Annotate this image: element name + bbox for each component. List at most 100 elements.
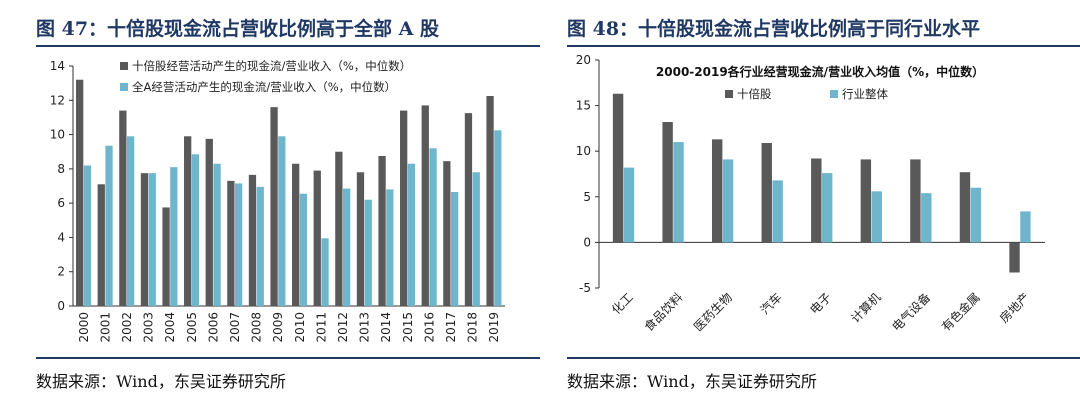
bar-benchmark (364, 199, 372, 306)
bar-tenbagger (400, 110, 408, 306)
y-tick-label: 0 (583, 235, 591, 249)
y-tick-label: 6 (57, 196, 65, 210)
x-tick-label: 汽车 (757, 290, 785, 318)
source-note: 数据来源：Wind，东吴证券研究所 (36, 372, 286, 391)
y-tick-label: 2 (57, 265, 65, 279)
bar-benchmark (321, 238, 329, 306)
bar-benchmark (472, 172, 480, 306)
x-tick-label: 2011 (314, 312, 328, 343)
legend-label: 十倍股经营活动产生的现金流/营业收入（%，中位数） (132, 59, 411, 73)
y-tick-label: 10 (576, 144, 591, 158)
x-tick-label: 2015 (401, 312, 415, 343)
bar-tenbagger (860, 159, 872, 243)
x-tick-label: 2014 (379, 312, 393, 343)
bar-benchmark (673, 142, 684, 243)
legend-label: 行业整体 (842, 87, 888, 101)
bar-benchmark (235, 183, 243, 306)
x-tick-label: 2019 (487, 312, 501, 343)
source-rule (567, 357, 1080, 359)
x-tick-label: 2009 (271, 312, 285, 343)
x-tick-label: 2007 (228, 312, 242, 343)
x-tick-label: 计算机 (848, 290, 884, 326)
bar-tenbagger (162, 207, 170, 306)
bar-tenbagger (119, 110, 127, 306)
legend-swatch (830, 90, 838, 98)
x-tick-label: 2005 (185, 312, 199, 343)
bar-tenbagger (76, 79, 84, 306)
bar-benchmark (256, 186, 264, 306)
legend-swatch (120, 83, 128, 91)
bar-tenbagger (140, 173, 149, 306)
x-tick-label: 化工 (609, 290, 636, 317)
bar-tenbagger (205, 138, 213, 306)
x-tick-label: 2016 (422, 312, 436, 343)
bar-tenbagger (378, 156, 386, 306)
bar-benchmark (871, 191, 882, 243)
bar-tenbagger (486, 96, 494, 306)
bar-tenbagger (711, 139, 723, 243)
bar-benchmark (148, 173, 156, 306)
bar-benchmark (722, 159, 734, 243)
bar-tenbagger (612, 93, 624, 243)
y-tick-label: 5 (583, 190, 591, 204)
bar-benchmark (970, 187, 982, 243)
bar-tenbagger (443, 161, 451, 306)
bar-tenbagger (356, 172, 365, 306)
x-tick-label: 医药生物 (691, 290, 735, 334)
source-note: 数据来源：Wind，东吴证券研究所 (567, 372, 817, 391)
bar-benchmark (278, 136, 286, 306)
bar-tenbagger (811, 158, 822, 243)
bar-tenbagger (270, 107, 278, 306)
x-tick-label: 2004 (163, 312, 177, 343)
bar-benchmark (127, 136, 135, 306)
bar-tenbagger (184, 136, 192, 306)
legend-label: 全A经营活动产生的现金流/营业收入（%，中位数） (132, 80, 396, 94)
bar-benchmark (343, 188, 351, 306)
bar-benchmark (105, 145, 113, 306)
title-rule (36, 45, 540, 47)
legend-label: 十倍股 (737, 87, 772, 101)
y-tick-label: 15 (576, 99, 591, 113)
bar-tenbagger (421, 105, 429, 306)
bar-benchmark (822, 173, 833, 243)
x-tick-label: 2012 (336, 312, 350, 343)
y-tick-label: 12 (50, 93, 65, 107)
chart-left: 0 2 4 6 8 10 12 14 2000 2001 2002 2003 2004 2005 2006 2… (50, 59, 505, 343)
chart-right: -5 0 5 10 15 20 化工 食品饮料 医药生物 汽车 电子 计算机 电气设备 有色金属 房地产 十倍… (576, 53, 1045, 335)
x-tick-label: 电气设备 (889, 290, 934, 335)
x-tick-label: 2010 (293, 312, 307, 343)
x-tick-label: 2001 (98, 312, 112, 343)
bar-benchmark (429, 148, 437, 306)
x-tick-label: 有色金属 (938, 290, 983, 335)
y-tick-label: 10 (50, 128, 65, 142)
bar-benchmark (1020, 211, 1031, 243)
bar-benchmark (299, 193, 308, 306)
figure-48-panel: 图 48：十倍股现金流占营收比例高于同行业水平 -5 0 5 10 15 20 化工 食品饮料… (555, 0, 1080, 403)
bar-tenbagger (227, 180, 235, 306)
bar-tenbagger (292, 163, 300, 306)
x-tick-label: 2006 (206, 312, 220, 343)
x-tick-label: 2008 (250, 312, 264, 343)
title-rule (567, 45, 1080, 47)
chart-title: 2000-2019各行业经营现金流/营业收入均值（%，中位数） (656, 64, 984, 79)
x-tick-label: 电子 (807, 290, 834, 317)
bar-tenbagger (464, 113, 473, 307)
bar-tenbagger (97, 184, 105, 306)
bar-benchmark (451, 192, 459, 306)
x-tick-label: 2003 (142, 312, 156, 343)
x-tick-label: 2002 (120, 312, 134, 343)
bar-tenbagger (662, 122, 673, 243)
bar-tenbagger (761, 142, 772, 243)
y-tick-label: 4 (57, 230, 65, 244)
bar-benchmark (623, 167, 635, 243)
bar-tenbagger (1009, 242, 1020, 273)
bar-benchmark (386, 189, 394, 306)
x-tick-label: 食品饮料 (641, 290, 686, 335)
bar-benchmark (83, 165, 92, 306)
x-tick-label: 2013 (358, 312, 372, 343)
bar-benchmark (170, 167, 178, 306)
bar-tenbagger (248, 174, 257, 306)
legend-swatch (725, 90, 733, 98)
y-tick-label: -5 (579, 281, 591, 295)
source-rule (36, 357, 540, 359)
